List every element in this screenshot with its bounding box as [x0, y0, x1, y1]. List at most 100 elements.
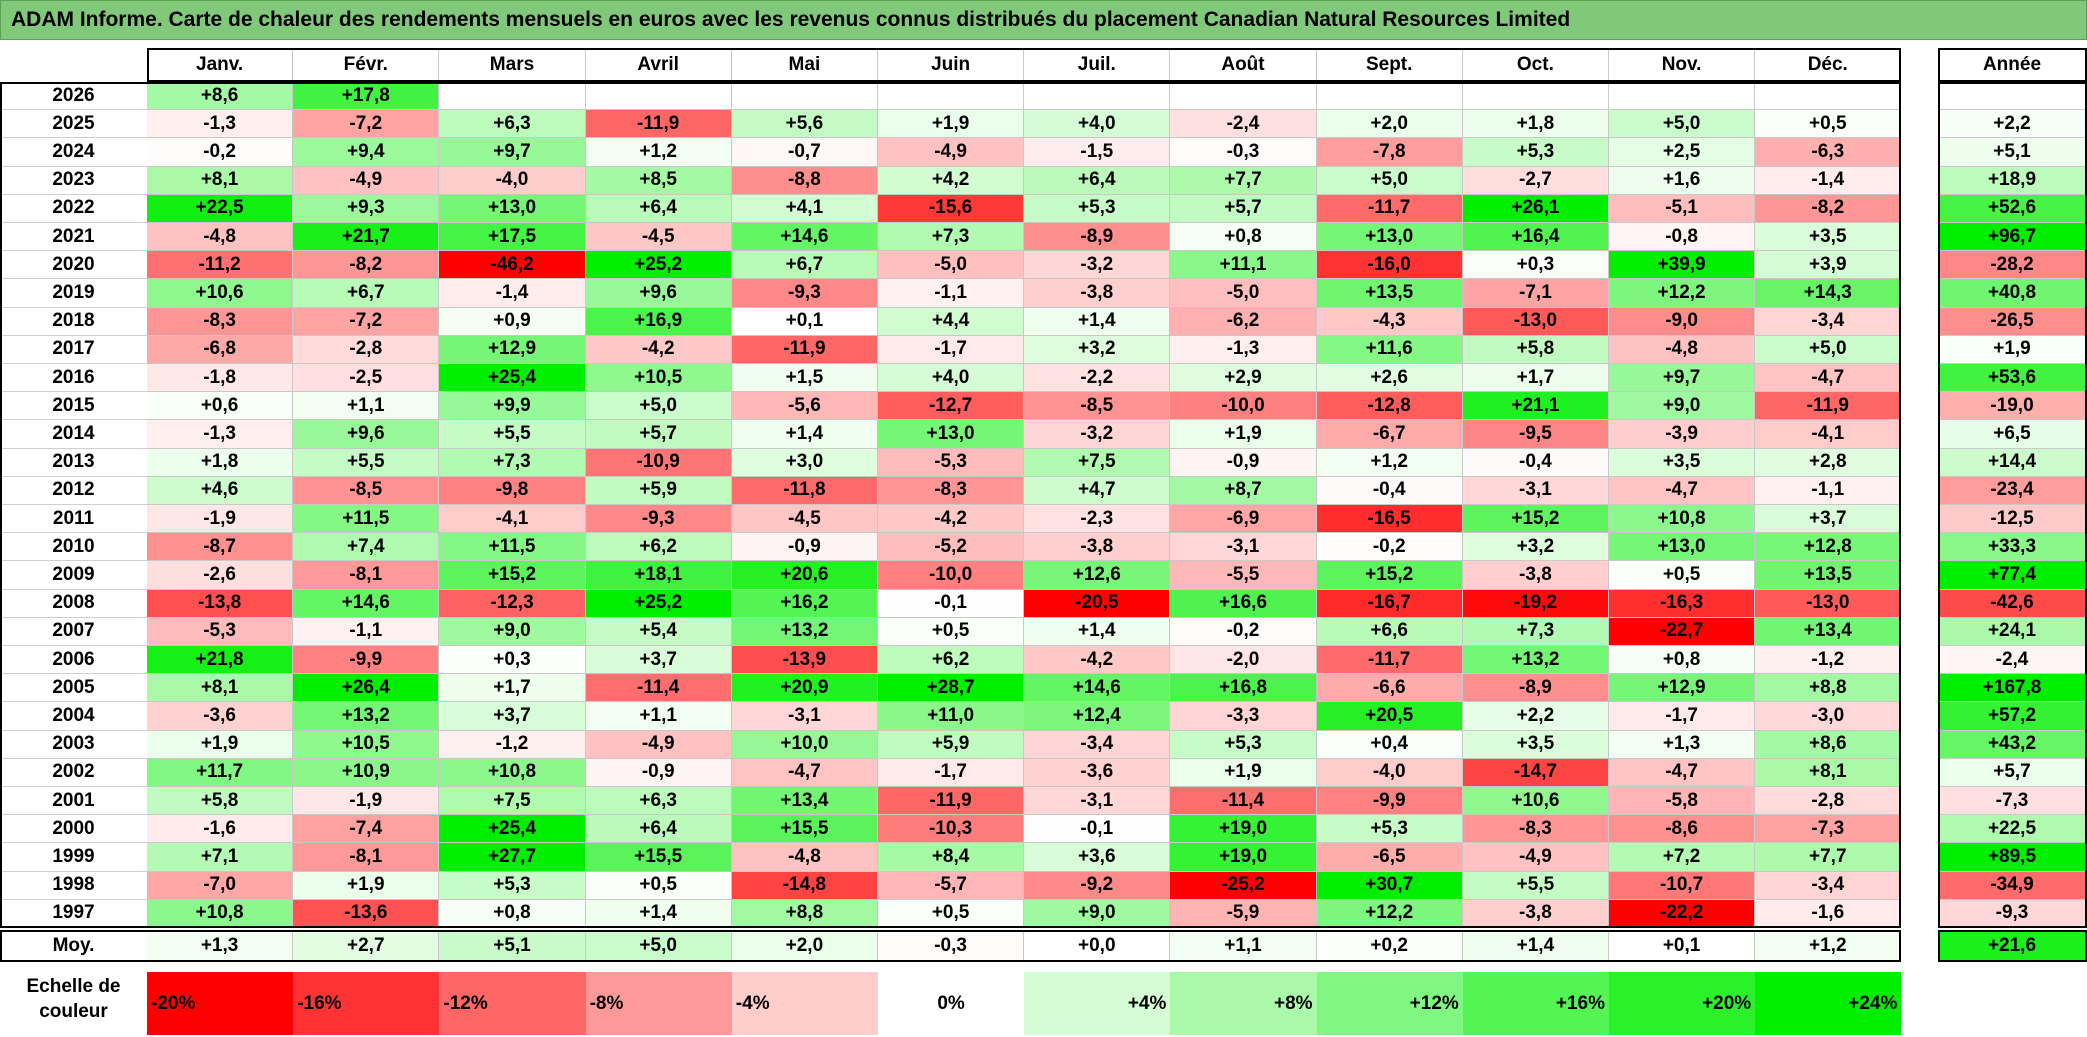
heatmap-cell: +8,6: [1755, 730, 1902, 759]
heatmap-cell: -0,9: [585, 758, 732, 787]
heatmap-cell: -0,8: [1609, 223, 1756, 252]
heatmap-cell: -1,1: [293, 617, 440, 646]
annual-cell: +14,4: [1938, 448, 2087, 477]
heatmap-cell: -2,8: [293, 335, 440, 364]
heatmap-cell: +1,6: [1609, 166, 1756, 195]
heatmap-cell: -1,4: [439, 279, 586, 308]
heatmap-cell: +9,3: [293, 194, 440, 223]
heatmap-cell: -4,2: [585, 335, 732, 364]
month-header: Oct.: [1462, 48, 1609, 82]
heatmap-cell: +13,5: [1755, 561, 1902, 590]
month-header: Juil.: [1024, 48, 1171, 82]
heatmap-cell: -4,5: [585, 223, 732, 252]
heatmap-cell: +16,8: [1170, 674, 1317, 703]
heatmap-cell: -4,9: [585, 730, 732, 759]
heatmap-cell: -11,4: [1170, 787, 1317, 816]
heatmap-cell: -4,9: [1462, 843, 1609, 872]
heatmap-cell: +5,0: [585, 392, 732, 421]
heatmap-cell: -1,7: [878, 758, 1025, 787]
heatmap-cell: -3,2: [1024, 251, 1171, 280]
annual-cell: [1938, 82, 2087, 111]
heatmap-cell: -4,1: [1755, 420, 1902, 449]
heatmap-cell: +2,5: [1609, 138, 1756, 167]
annual-cell: -26,5: [1938, 307, 2087, 336]
heatmap-cell: +25,2: [585, 251, 732, 280]
heatmap-cell: -9,5: [1462, 420, 1609, 449]
heatmap-cell: +7,5: [1024, 448, 1171, 477]
heatmap-cell: -2,2: [1024, 364, 1171, 393]
heatmap-cell: +1,2: [1316, 448, 1463, 477]
heatmap-cell: -5,0: [878, 251, 1025, 280]
average-annual-cell: +21,6: [1938, 930, 2087, 962]
heatmap-cell: -1,9: [293, 787, 440, 816]
heatmap-cell: -9,9: [1316, 787, 1463, 816]
average-cell: +2,0: [731, 930, 878, 962]
annual-cell: +22,5: [1938, 815, 2087, 844]
heatmap-cell: +12,6: [1024, 561, 1171, 590]
heatmap-cell: -0,3: [1170, 138, 1317, 167]
heatmap-cell: +9,4: [293, 138, 440, 167]
heatmap-cell: -11,9: [878, 787, 1025, 816]
heatmap-cell: +9,7: [1609, 364, 1756, 393]
heatmap-cell: +6,4: [585, 815, 732, 844]
heatmap-cell: -14,7: [1462, 758, 1609, 787]
heatmap-cell: -7,4: [293, 815, 440, 844]
heatmap-cell: +0,4: [1316, 730, 1463, 759]
year-label: 2006: [0, 646, 147, 675]
heatmap-cell: -8,3: [1462, 815, 1609, 844]
heatmap-cell: -2,3: [1024, 505, 1171, 534]
title-bar: ADAM Informe. Carte de chaleur des rende…: [0, 0, 2087, 40]
heatmap-cell: -3,2: [1024, 420, 1171, 449]
heatmap-cell: +7,3: [439, 448, 586, 477]
heatmap-cell: +4,0: [878, 364, 1025, 393]
average-cell: +0,0: [1024, 930, 1171, 962]
heatmap-cell: -8,2: [293, 251, 440, 280]
heatmap-cell: +0,8: [439, 899, 586, 928]
heatmap-cell: -0,2: [1170, 617, 1317, 646]
heatmap-cell: -1,3: [147, 110, 294, 139]
heatmap-cell: -0,4: [1316, 476, 1463, 505]
heatmap-cell: -3,4: [1755, 871, 1902, 900]
heatmap-cell: +0,8: [1609, 646, 1756, 675]
heatmap-cell: +25,4: [439, 364, 586, 393]
heatmap-cell: -8,3: [878, 476, 1025, 505]
scale-swatch: +8%: [1170, 972, 1317, 1035]
heatmap-cell: +7,7: [1755, 843, 1902, 872]
heatmap-cell: +13,0: [1609, 533, 1756, 562]
heatmap-cell: [1755, 82, 1902, 111]
heatmap-cell: +0,8: [1170, 223, 1317, 252]
heatmap-cell: -19,2: [1462, 589, 1609, 618]
heatmap-cell: +1,8: [147, 448, 294, 477]
heatmap-cell: -5,9: [1170, 899, 1317, 928]
heatmap-cell: +3,7: [439, 702, 586, 731]
heatmap-cell: -3,1: [1462, 476, 1609, 505]
heatmap-cell: +20,5: [1316, 702, 1463, 731]
heatmap-cell: +1,3: [1609, 730, 1756, 759]
month-header: Août: [1170, 48, 1317, 82]
annual-cell: +57,2: [1938, 702, 2087, 731]
heatmap-cell: +9,0: [1024, 899, 1171, 928]
heatmap-cell: -4,5: [731, 505, 878, 534]
year-label: 2017: [0, 335, 147, 364]
heatmap-cell: +8,1: [147, 674, 294, 703]
heatmap-cell: +1,9: [293, 871, 440, 900]
heatmap-cell: -25,2: [1170, 871, 1317, 900]
heatmap-cell: -3,9: [1609, 420, 1756, 449]
annual-cell: +167,8: [1938, 674, 2087, 703]
heatmap-cell: +11,0: [878, 702, 1025, 731]
month-header: Déc.: [1755, 48, 1902, 82]
heatmap-cell: -0,4: [1462, 448, 1609, 477]
year-label: 2021: [0, 223, 147, 252]
heatmap-cell: +6,2: [878, 646, 1025, 675]
heatmap-cell: -7,3: [1755, 815, 1902, 844]
heatmap-cell: +1,5: [731, 364, 878, 393]
heatmap-cell: +14,6: [1024, 674, 1171, 703]
heatmap-cell: -3,4: [1755, 307, 1902, 336]
year-label: 1999: [0, 843, 147, 872]
heatmap-cell: -8,3: [147, 307, 294, 336]
heatmap-cell: +15,5: [731, 815, 878, 844]
heatmap-cell: -12,8: [1316, 392, 1463, 421]
heatmap-cell: -16,3: [1609, 589, 1756, 618]
heatmap-cell: -0,7: [731, 138, 878, 167]
heatmap-cell: -3,8: [1024, 279, 1171, 308]
